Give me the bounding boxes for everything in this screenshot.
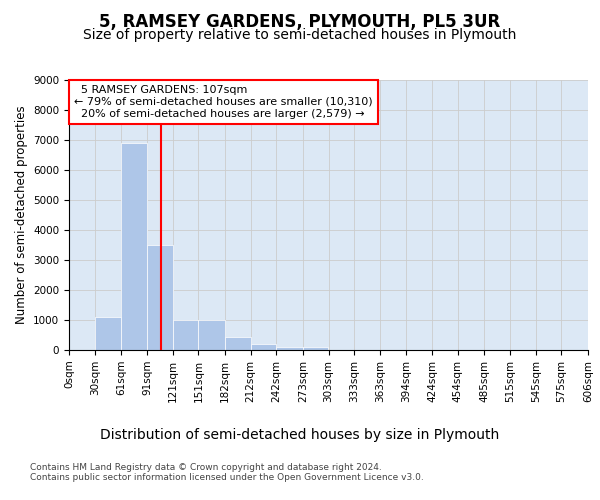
Bar (276, 347, 303, 350)
Bar (95, 317, 121, 350)
Bar (199, 320, 225, 350)
Text: Contains HM Land Registry data © Crown copyright and database right 2024.
Contai: Contains HM Land Registry data © Crown c… (30, 462, 424, 482)
Text: 5 RAMSEY GARDENS: 107sqm
← 79% of semi-detached houses are smaller (10,310)
  20: 5 RAMSEY GARDENS: 107sqm ← 79% of semi-d… (74, 86, 373, 118)
Bar (251, 344, 276, 350)
Bar (147, 245, 173, 350)
Bar (173, 320, 199, 350)
Text: 5, RAMSEY GARDENS, PLYMOUTH, PL5 3UR: 5, RAMSEY GARDENS, PLYMOUTH, PL5 3UR (100, 12, 500, 30)
Text: Size of property relative to semi-detached houses in Plymouth: Size of property relative to semi-detach… (83, 28, 517, 42)
Bar (121, 143, 147, 350)
Bar (225, 336, 251, 350)
Y-axis label: Number of semi-detached properties: Number of semi-detached properties (14, 106, 28, 324)
Bar (303, 347, 329, 350)
Text: Distribution of semi-detached houses by size in Plymouth: Distribution of semi-detached houses by … (100, 428, 500, 442)
